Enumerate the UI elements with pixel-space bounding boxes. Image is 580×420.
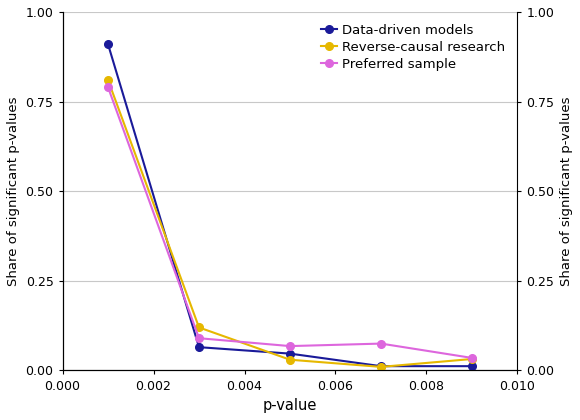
Y-axis label: Share of significant p-values: Share of significant p-values bbox=[7, 97, 20, 286]
Data-driven models bbox=[469, 364, 476, 369]
Line: Data-driven models: Data-driven models bbox=[104, 40, 476, 370]
Data-driven models bbox=[195, 345, 202, 350]
Reverse-causal research bbox=[195, 325, 202, 330]
Data-driven models bbox=[104, 42, 111, 47]
Legend: Data-driven models, Reverse-causal research, Preferred sample: Data-driven models, Reverse-causal resea… bbox=[316, 18, 511, 76]
Y-axis label: Share of significant p-values: Share of significant p-values bbox=[560, 97, 573, 286]
Preferred sample bbox=[378, 341, 385, 346]
X-axis label: p-value: p-value bbox=[263, 398, 317, 413]
Reverse-causal research bbox=[287, 357, 293, 362]
Data-driven models bbox=[378, 364, 385, 369]
Preferred sample bbox=[195, 336, 202, 341]
Reverse-causal research bbox=[378, 365, 385, 370]
Reverse-causal research bbox=[469, 357, 476, 362]
Preferred sample bbox=[469, 355, 476, 360]
Preferred sample bbox=[104, 85, 111, 90]
Reverse-causal research bbox=[104, 78, 111, 83]
Data-driven models bbox=[287, 351, 293, 356]
Line: Preferred sample: Preferred sample bbox=[104, 84, 476, 362]
Line: Reverse-causal research: Reverse-causal research bbox=[104, 76, 476, 371]
Preferred sample bbox=[287, 344, 293, 349]
